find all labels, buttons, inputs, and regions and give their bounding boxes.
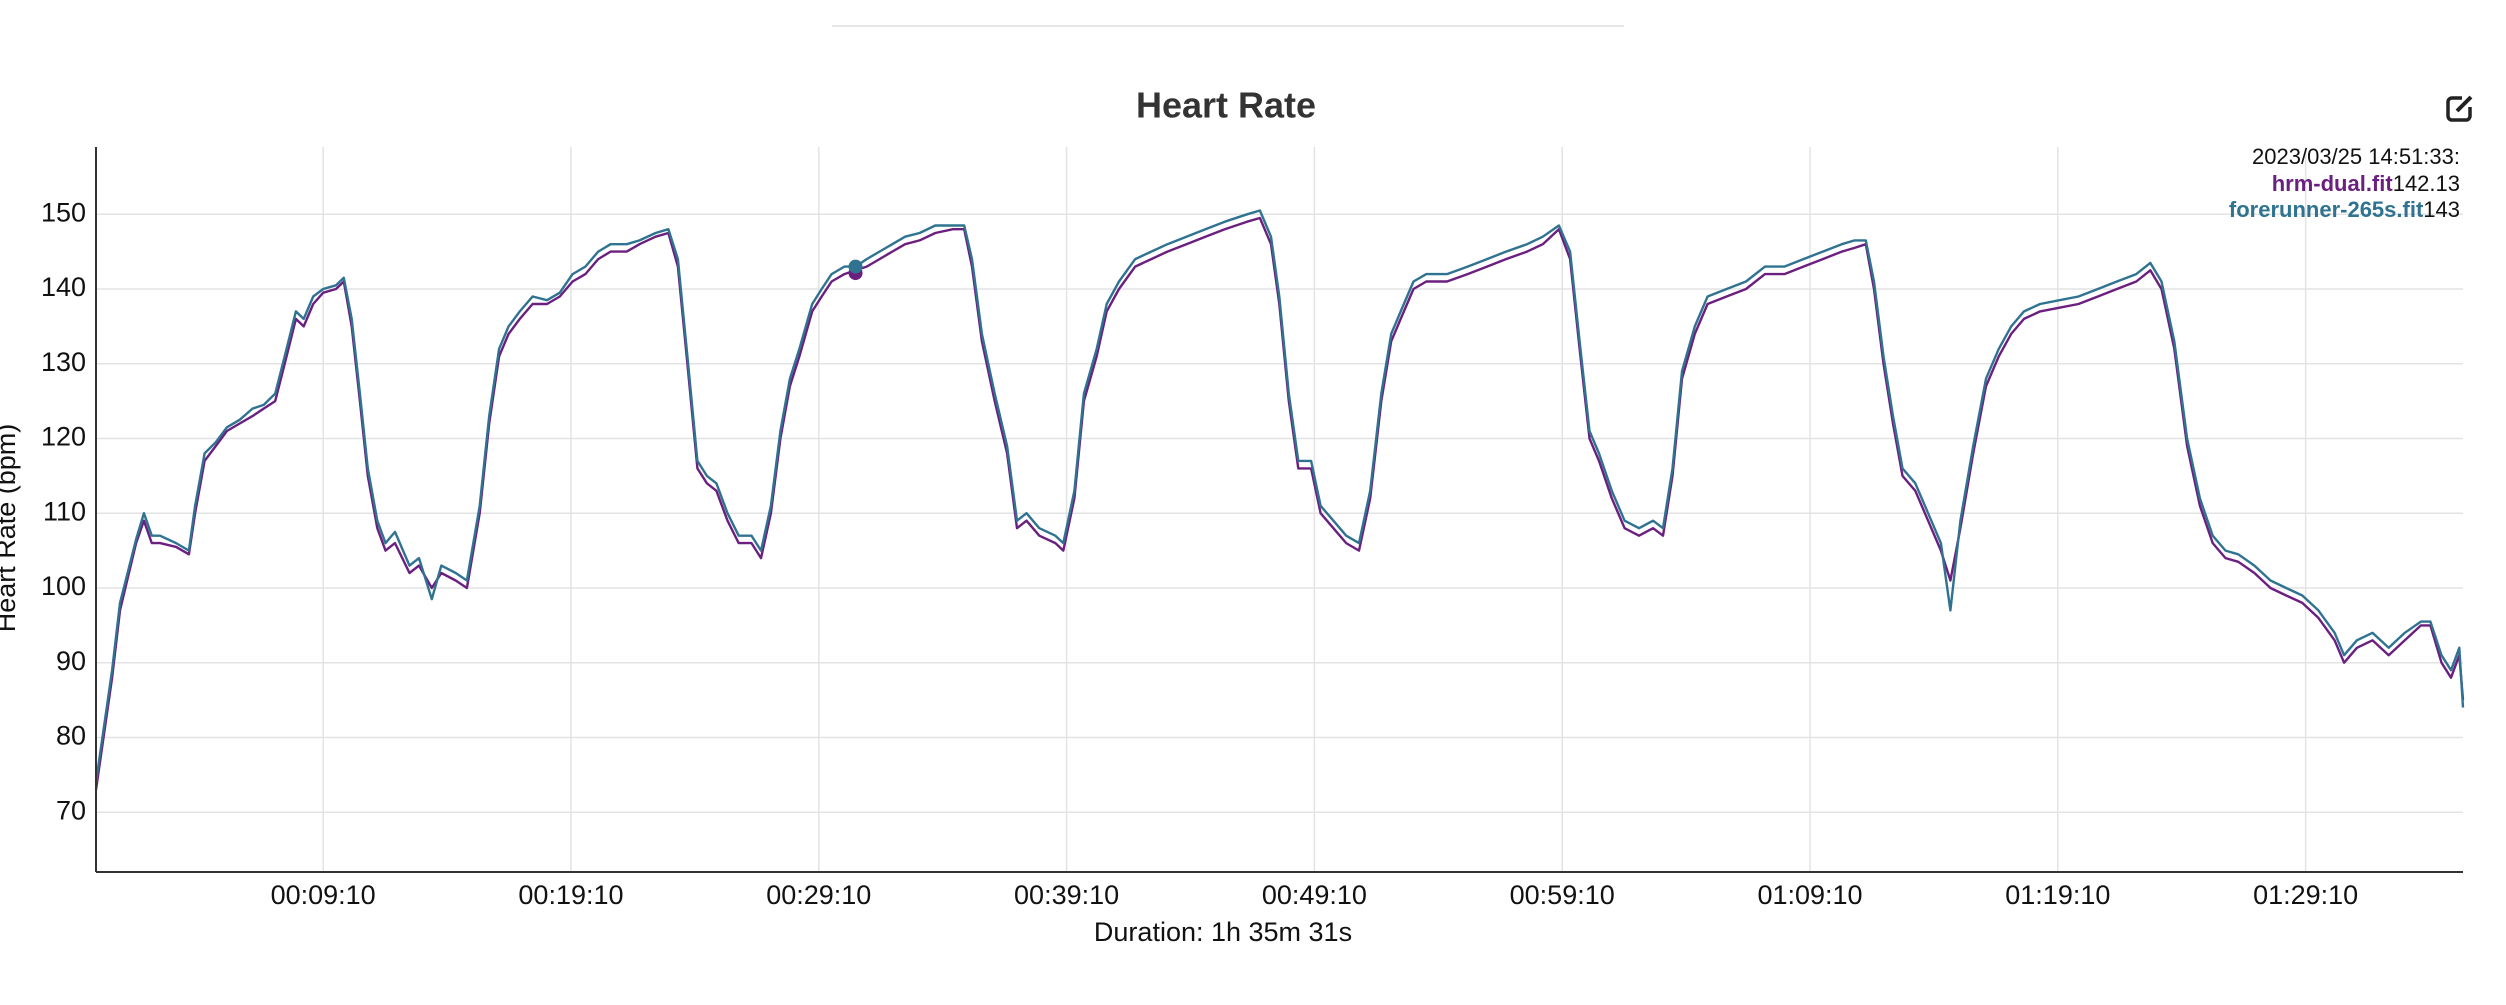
lines [94,209,2465,790]
tooltip-name: hrm-dual.fit [2272,171,2394,196]
y-tick-label: 150 [41,197,86,227]
y-tick-label: 70 [56,795,86,825]
y-tick-label: 90 [56,646,86,676]
edit-icon[interactable] [2446,95,2473,122]
x-tick-label: 00:29:10 [766,880,871,910]
tooltip-value: 143 [2423,197,2460,222]
x-tick-label: 00:59:10 [1510,880,1615,910]
y-tick-label: 100 [41,571,86,601]
tooltip-time: 2023/03/25 14:51:33: [2252,144,2460,169]
tooltip-name: forerunner-265s.fit [2229,197,2424,222]
y-tick-label: 120 [41,422,86,452]
hover-dot [848,259,863,274]
x-tick-label: 00:19:10 [518,880,623,910]
x-tick-label: 00:09:10 [271,880,376,910]
series-line [94,209,2465,783]
y-tick-label: 80 [56,721,86,751]
x-axis-title: Duration: 1h 35m 31s [1094,917,1352,947]
y-tick-label: 110 [43,496,86,526]
y-tick-label: 140 [41,272,86,302]
tooltip-entry: hrm-dual.fit142.13 [2272,171,2460,196]
grid [96,147,2463,872]
x-tick-label: 00:39:10 [1014,880,1119,910]
x-tick-label: 01:29:10 [2253,880,2358,910]
x-tick-label: 01:19:10 [2005,880,2110,910]
tooltip-value: 142.13 [2393,171,2460,196]
x-tick-label: 00:49:10 [1262,880,1367,910]
chart-title: Heart Rate [1136,85,1316,126]
x-tick-label: 01:09:10 [1757,880,1862,910]
y-tick-label: 130 [41,347,86,377]
y-axis-title: Heart Rate (bpm) [0,424,21,633]
tooltip-entry: forerunner-265s.fit143 [2229,197,2460,222]
